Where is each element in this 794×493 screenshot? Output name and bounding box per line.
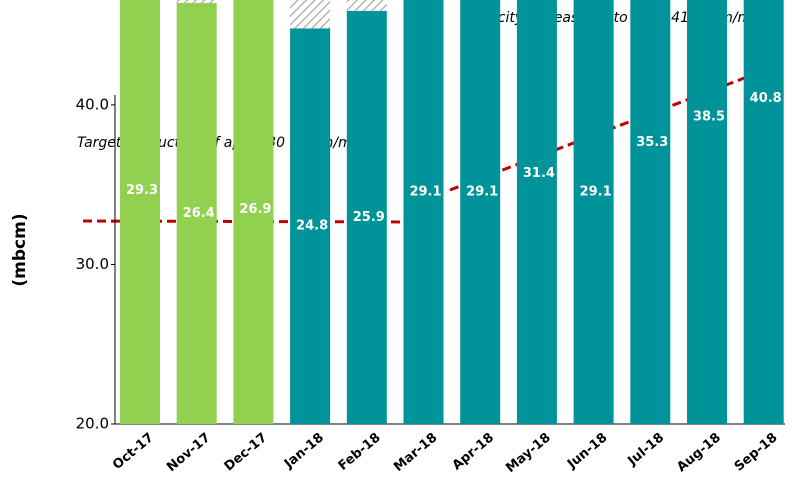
- bar: [630, 0, 671, 424]
- value-label: 29.3: [126, 183, 158, 198]
- y-tick-label: 40.0: [76, 95, 109, 113]
- bar: [460, 0, 501, 425]
- bar: [346, 10, 387, 424]
- capacity-segment: [346, 0, 387, 11]
- y-tick-label: 30.0: [76, 255, 109, 273]
- x-tick-label: Jul-18: [625, 430, 668, 469]
- bar: [120, 0, 160, 424]
- value-label: 24.8: [296, 219, 328, 234]
- value-label: 40.8: [750, 91, 782, 106]
- x-tick-label: Oct-17: [110, 430, 157, 473]
- x-tick-label: Jun-18: [564, 430, 610, 472]
- capacity-segment: [176, 0, 217, 3]
- x-tick-label: Aug-18: [674, 430, 724, 475]
- value-label: 29.1: [580, 184, 612, 199]
- value-label: 26.4: [183, 206, 215, 221]
- value-label: 31.4: [523, 166, 555, 181]
- y-tick-label: 20.0: [76, 415, 109, 433]
- value-label: 35.3: [636, 135, 668, 150]
- x-tick-label: Jan-18: [281, 430, 327, 472]
- bar: [233, 0, 274, 425]
- bar: [573, 0, 614, 425]
- x-tick-label: Nov-17: [164, 430, 213, 475]
- value-label: 38.5: [693, 109, 725, 124]
- bar: [176, 2, 217, 425]
- x-tick-label: Dec-17: [222, 430, 271, 474]
- y-axis-label: (mbcm): [10, 213, 30, 286]
- value-label: 29.1: [409, 184, 441, 199]
- value-label: 29.1: [466, 184, 498, 199]
- bar: [687, 0, 727, 424]
- x-tick-label: Mar-18: [391, 430, 440, 475]
- bar: [743, 0, 784, 424]
- value-label: 26.9: [239, 202, 271, 217]
- value-label: 25.9: [353, 210, 385, 225]
- bar: [516, 0, 557, 424]
- x-tick-label: Sep-18: [732, 430, 781, 474]
- bar: [403, 0, 444, 425]
- x-tick-label: May-18: [503, 430, 553, 476]
- capacity-segment: [290, 0, 331, 29]
- annotation: Capacity increase up to appx 41mbcm/mont…: [462, 10, 783, 26]
- bar: [290, 28, 331, 425]
- x-tick-label: Feb-18: [336, 430, 384, 474]
- x-tick-label: Apr-18: [450, 430, 497, 473]
